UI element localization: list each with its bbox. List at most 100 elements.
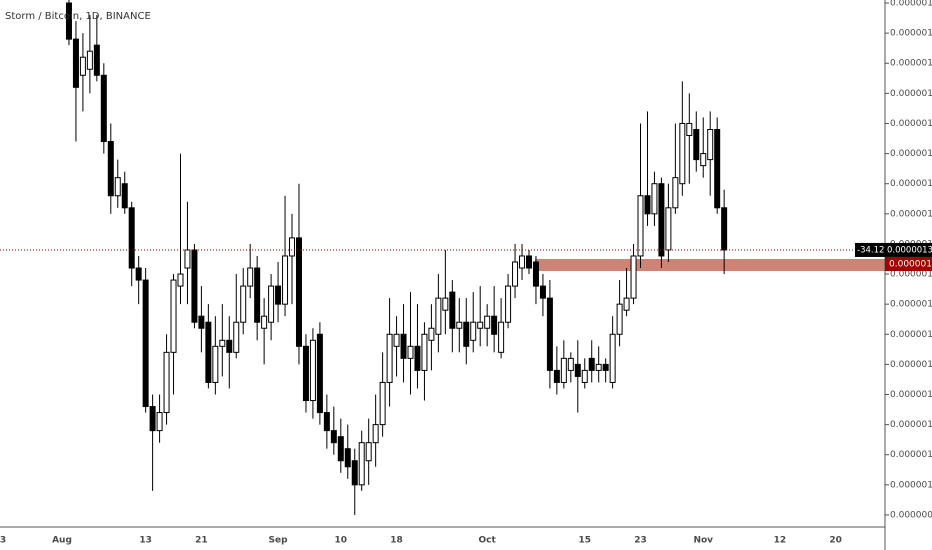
candle-body bbox=[623, 297, 630, 311]
change-box bbox=[855, 242, 885, 257]
candle-body bbox=[414, 345, 421, 371]
candle-body bbox=[525, 255, 532, 269]
x-tick-label: 12 bbox=[774, 536, 787, 546]
x-tick-label: 13 bbox=[139, 536, 152, 546]
candle-body bbox=[463, 321, 470, 347]
y-tick-label: 0.00000175 bbox=[890, 29, 932, 39]
y-tick-label: 0.00000135 bbox=[890, 270, 932, 280]
candle-body bbox=[261, 315, 268, 329]
candle-body bbox=[442, 297, 449, 311]
candle-body bbox=[100, 74, 107, 143]
candle-body bbox=[275, 285, 282, 305]
chart-title: Storm / Bitcoin, 1D, BINANCE bbox=[5, 11, 151, 22]
candle-body bbox=[289, 237, 296, 257]
y-tick-label: 0.00000145 bbox=[890, 209, 932, 219]
candle-body bbox=[581, 369, 588, 383]
candle-body bbox=[365, 442, 372, 462]
candle-body bbox=[386, 333, 393, 383]
y-tick-label: 0.00000095 bbox=[890, 510, 932, 520]
candle-body bbox=[665, 207, 672, 251]
candle-body bbox=[233, 321, 240, 353]
y-tick-label: 0.00000155 bbox=[890, 149, 932, 159]
candle-body bbox=[693, 128, 700, 161]
candle-body bbox=[184, 249, 191, 269]
candle-body bbox=[135, 267, 142, 281]
candle-body bbox=[86, 50, 93, 70]
x-tick-label: 23 bbox=[634, 536, 647, 546]
candle-body bbox=[330, 430, 337, 444]
candle-body bbox=[491, 315, 498, 335]
y-tick-label: 0.00000125 bbox=[890, 330, 932, 340]
candle-body bbox=[539, 285, 546, 299]
y-tick-label: 0.00000110 bbox=[890, 420, 932, 430]
candle-body bbox=[588, 357, 595, 371]
y-tick-label: 0.00000115 bbox=[890, 390, 932, 400]
candle-body bbox=[393, 333, 400, 347]
candle-body bbox=[498, 321, 505, 353]
candle-body bbox=[477, 321, 484, 329]
candle-body bbox=[721, 207, 728, 251]
candle-body bbox=[156, 412, 163, 432]
candle-body bbox=[672, 177, 679, 209]
candle-body bbox=[344, 448, 351, 468]
candle-body bbox=[553, 369, 560, 383]
candle-body bbox=[149, 406, 156, 432]
x-tick-label: 15 bbox=[578, 536, 591, 546]
candle-body bbox=[679, 122, 686, 185]
zone-label: 0.00000139 bbox=[889, 260, 932, 270]
candle-body bbox=[421, 333, 428, 371]
y-tick-label: 0.00000165 bbox=[890, 89, 932, 99]
candle-body bbox=[400, 333, 407, 359]
candle-body bbox=[372, 424, 379, 444]
candle-body bbox=[226, 339, 233, 353]
candle-body bbox=[428, 327, 435, 341]
candle-body bbox=[505, 285, 512, 323]
x-tick-label: Sep bbox=[269, 536, 289, 546]
candle-body bbox=[268, 285, 275, 323]
candle-body bbox=[686, 122, 693, 137]
x-tick-label: 18 bbox=[390, 536, 403, 546]
candle-body bbox=[295, 237, 302, 347]
candle-body bbox=[219, 339, 226, 347]
zone bbox=[535, 259, 885, 271]
candle-body bbox=[114, 177, 121, 197]
candle-body bbox=[379, 381, 386, 426]
y-tick-label: 0.00000120 bbox=[890, 360, 932, 370]
x-tick-label: Oct bbox=[479, 536, 497, 546]
change-label: -34.12% bbox=[857, 245, 892, 255]
candle-body bbox=[72, 38, 79, 88]
candle-body bbox=[170, 279, 177, 353]
candle-body bbox=[191, 249, 198, 323]
candle-body bbox=[302, 345, 309, 402]
candle-body bbox=[707, 128, 714, 161]
candle-body bbox=[205, 321, 212, 383]
y-tick-label: 0.00000160 bbox=[890, 119, 932, 129]
y-tick-label: 0.00000180 bbox=[890, 0, 932, 9]
candle-body bbox=[470, 321, 477, 341]
candle-body bbox=[532, 261, 539, 287]
candle-body bbox=[254, 267, 261, 323]
candle-body bbox=[212, 345, 219, 383]
x-tick-label: 3 bbox=[0, 536, 6, 546]
x-tick-label: 10 bbox=[335, 536, 348, 546]
candle-body bbox=[316, 333, 323, 414]
y-tick-label: 0.00000150 bbox=[890, 179, 932, 189]
candle-body bbox=[435, 297, 442, 335]
candle-body bbox=[449, 291, 456, 329]
candle-body bbox=[651, 183, 658, 215]
candle-body bbox=[714, 128, 721, 209]
x-tick-label: Nov bbox=[693, 536, 713, 546]
candle-body bbox=[602, 363, 609, 371]
candle-body bbox=[198, 315, 205, 329]
y-tick-label: 0.00000100 bbox=[890, 480, 932, 490]
y-tick-label: 0.00000105 bbox=[890, 450, 932, 460]
candle-body bbox=[567, 357, 574, 371]
candle-body bbox=[351, 460, 358, 486]
candle-body bbox=[658, 183, 665, 257]
x-tick-label: Aug bbox=[52, 536, 72, 546]
candle-body bbox=[644, 195, 651, 215]
candle-body bbox=[107, 141, 114, 197]
candle-body bbox=[546, 297, 553, 371]
candles bbox=[0, 0, 885, 515]
